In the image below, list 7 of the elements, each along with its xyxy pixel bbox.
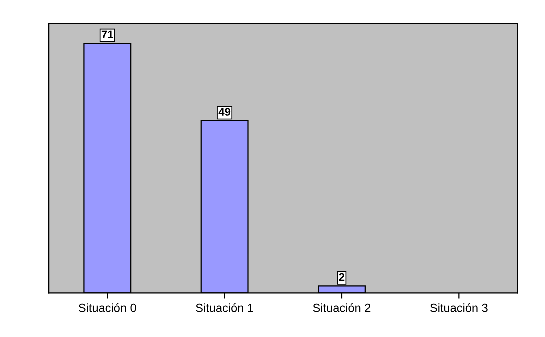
x-tick-label: Situación 0: [78, 303, 136, 312]
data-label: 71: [102, 30, 114, 38]
data-label: 49: [218, 108, 231, 116]
x-tick-label: Situación 1: [196, 303, 254, 312]
x-tick-label: Situación 3: [430, 303, 488, 312]
data-label: 2: [339, 273, 345, 282]
x-tick-label: Situación 2: [313, 303, 371, 312]
